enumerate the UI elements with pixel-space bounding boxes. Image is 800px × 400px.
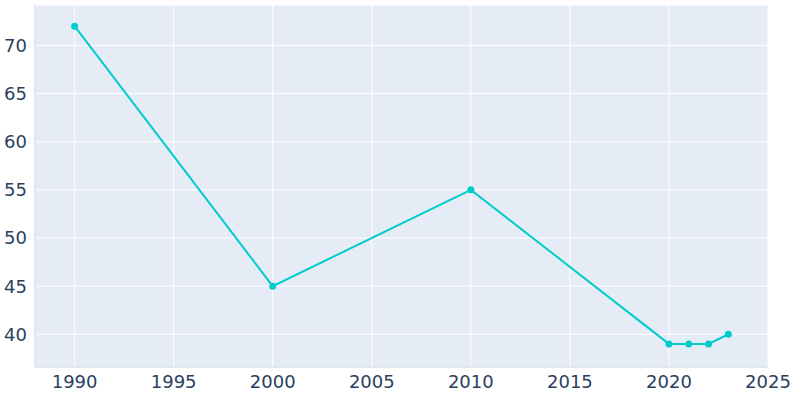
svg-text:2010: 2010 — [448, 371, 494, 392]
svg-text:2005: 2005 — [349, 371, 395, 392]
svg-text:55: 55 — [8, 179, 27, 200]
svg-text:60: 60 — [8, 131, 27, 152]
svg-text:45: 45 — [8, 276, 27, 297]
svg-text:2015: 2015 — [547, 371, 593, 392]
svg-text:2025: 2025 — [745, 371, 791, 392]
svg-text:50: 50 — [8, 227, 27, 248]
svg-text:65: 65 — [8, 83, 27, 104]
svg-text:70: 70 — [8, 35, 27, 56]
svg-text:2000: 2000 — [250, 371, 296, 392]
svg-text:2020: 2020 — [646, 371, 692, 392]
svg-text:1990: 1990 — [52, 371, 98, 392]
svg-text:40: 40 — [8, 324, 27, 345]
svg-text:1995: 1995 — [151, 371, 197, 392]
